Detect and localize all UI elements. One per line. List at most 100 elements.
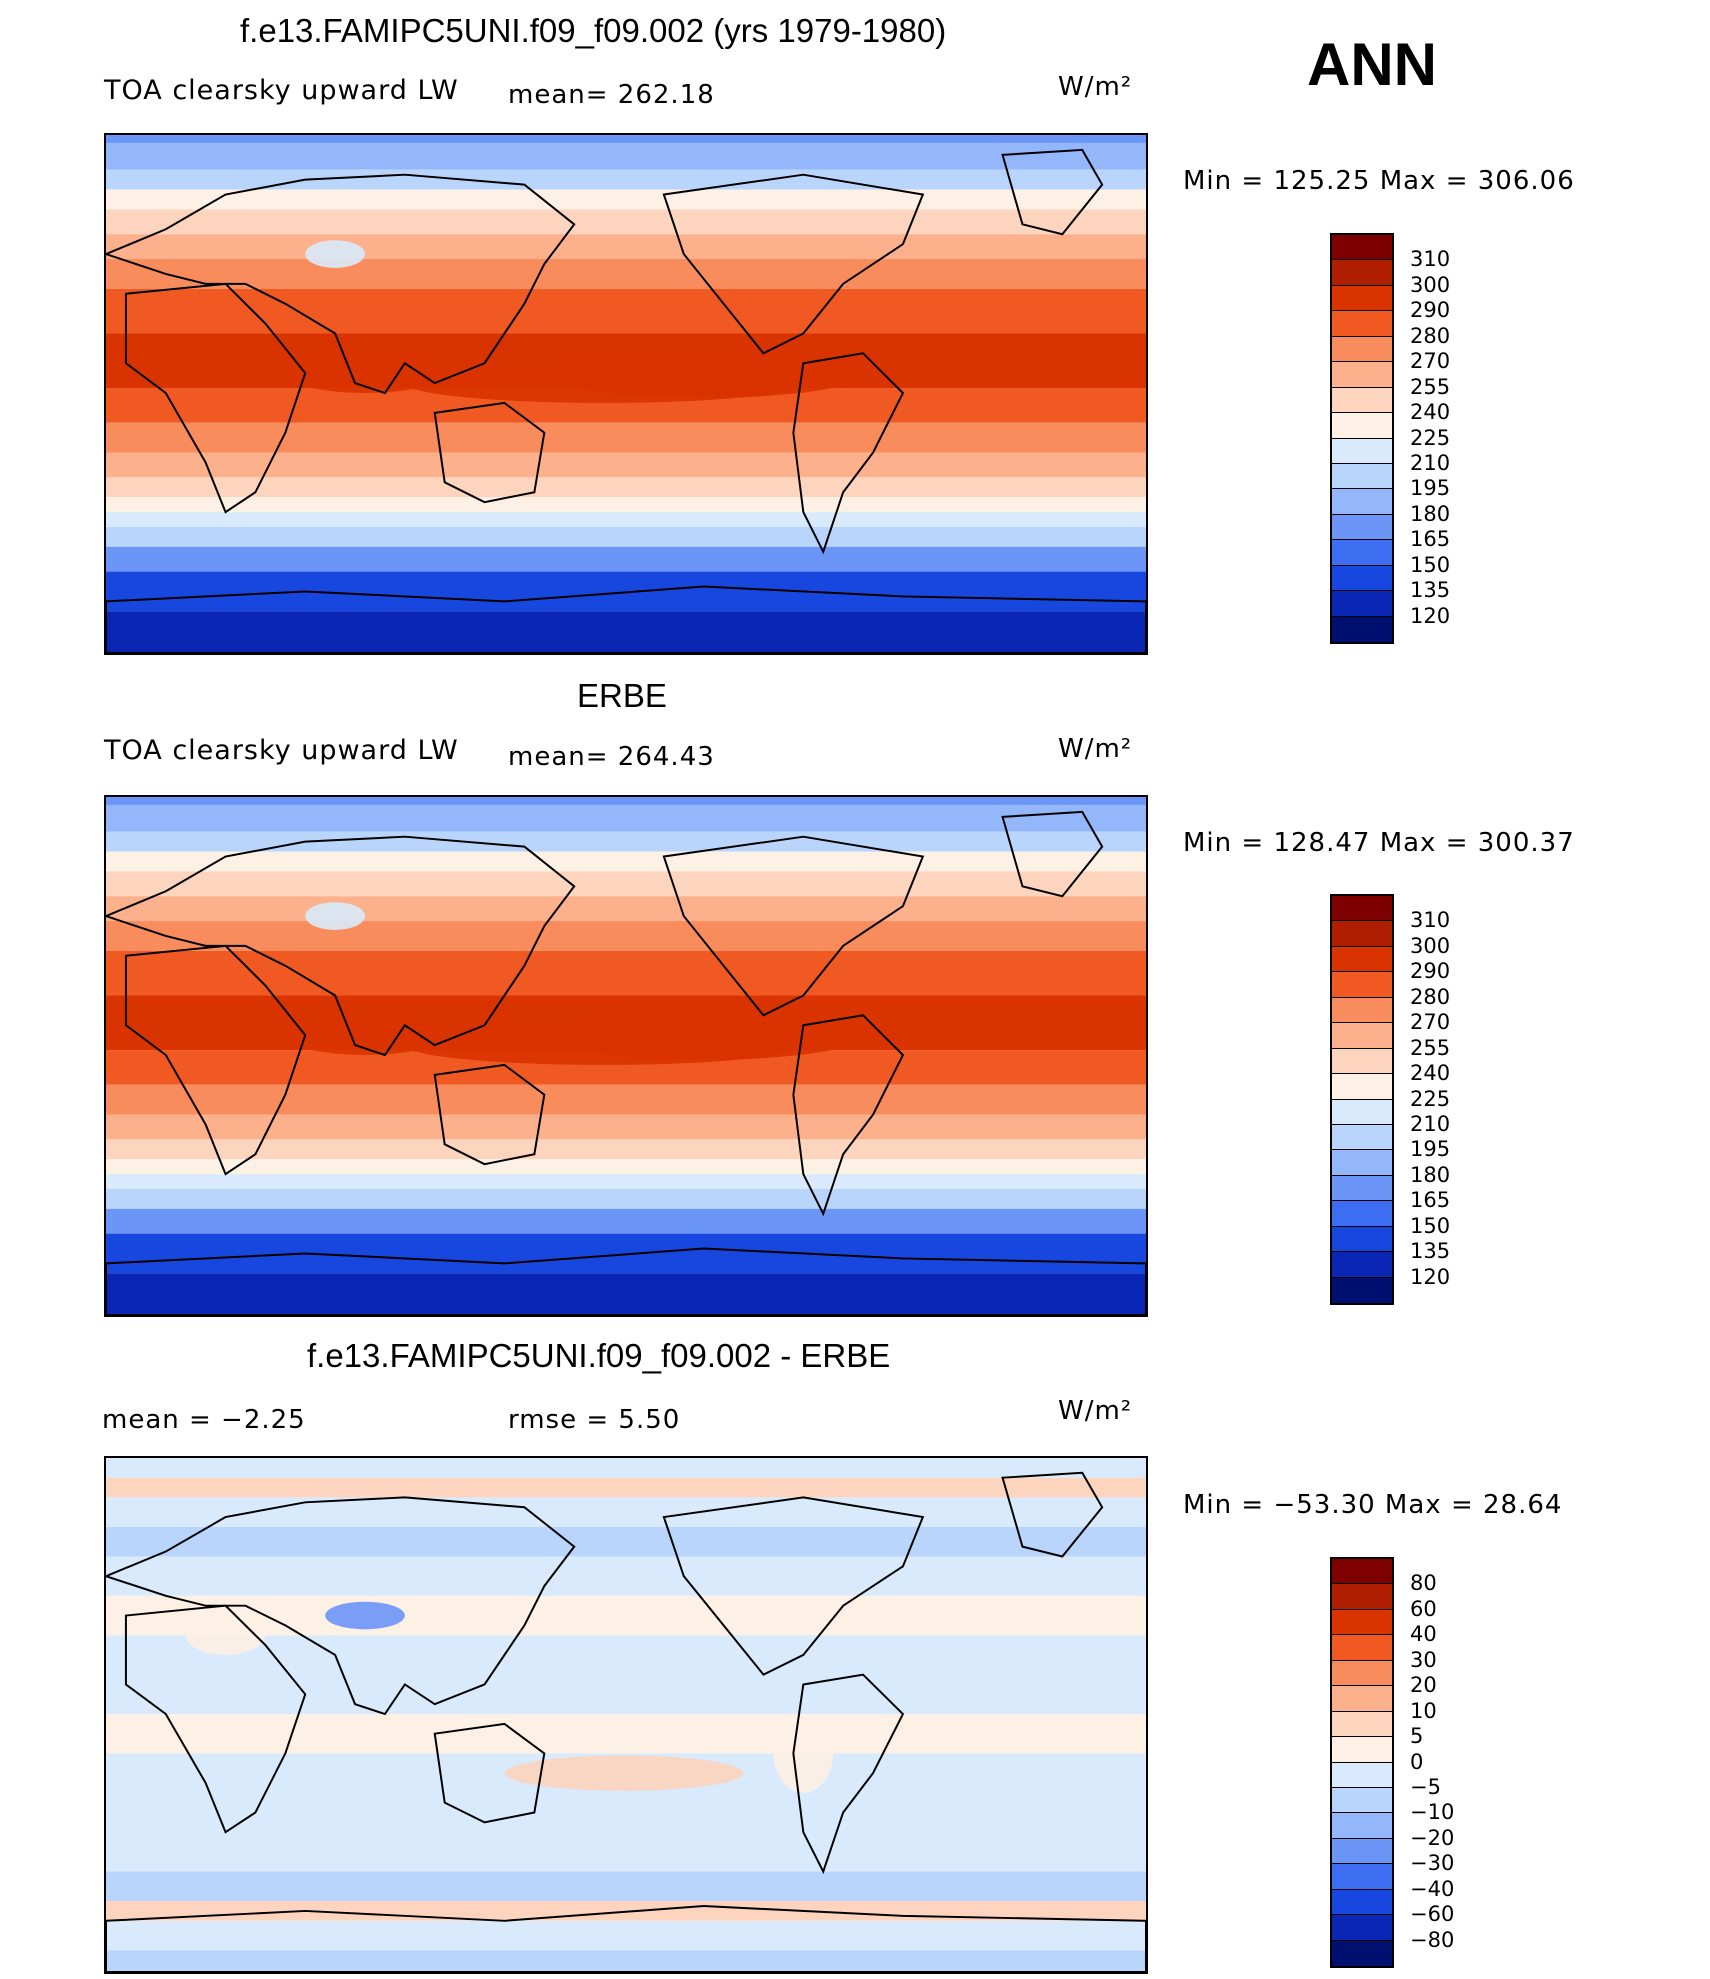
- colorbar-tick-label: 135: [1410, 578, 1451, 603]
- colorbar-swatch: [1332, 311, 1392, 337]
- map-latitude-band: [106, 797, 1146, 805]
- colorbar-swatch: [1332, 1737, 1392, 1763]
- colorbar-tick-label: 10: [1410, 1698, 1437, 1723]
- colorbar-tick-label: 280: [1410, 323, 1451, 348]
- colorbar-tick-label: 240: [1410, 1061, 1451, 1086]
- map-latitude-band: [106, 234, 1146, 260]
- map-latitude-band: [106, 804, 1146, 832]
- colorbar-swatch: [1332, 1813, 1392, 1839]
- map-latitude-band: [106, 921, 1146, 951]
- panel-2-mean-value: 264.43: [617, 742, 715, 772]
- map-latitude-band: [106, 871, 1146, 897]
- coastline: [433, 1722, 546, 1824]
- colorbar-swatch: [1332, 1277, 1392, 1303]
- map-latitude-band: [106, 422, 1146, 453]
- map-anomaly-blob: [404, 363, 804, 403]
- map-latitude-band: [106, 1139, 1146, 1160]
- map-latitude-band: [106, 950, 1146, 996]
- colorbar-tick-label: 290: [1410, 298, 1451, 323]
- panel-1-min-max: Min = 125.25 Max = 306.06: [1183, 166, 1575, 196]
- map-latitude-band: [106, 1595, 1146, 1636]
- colorbar-tick-label: −60: [1410, 1902, 1455, 1927]
- colorbar-swatch: [1332, 1635, 1392, 1661]
- colorbar-tick-label: 270: [1410, 349, 1451, 374]
- map-anomaly-blob: [404, 1025, 804, 1065]
- map-latitude-band: [106, 851, 1146, 872]
- map-latitude-band: [106, 1188, 1146, 1209]
- map-latitude-band: [106, 259, 1146, 289]
- map-latitude-band: [106, 135, 1146, 143]
- colorbar-swatch: [1332, 1864, 1392, 1890]
- coastline: [433, 1063, 546, 1166]
- colorbar-tick-label: −10: [1410, 1800, 1455, 1825]
- coastline: [1001, 148, 1104, 236]
- coastline: [106, 835, 576, 1057]
- map-latitude-band: [106, 611, 1146, 653]
- panel-3-title: f.e13.FAMIPC5UNI.f09_f09.002 - ERBE: [307, 1337, 891, 1374]
- coastline: [106, 1247, 1146, 1315]
- colorbar-swatch: [1332, 1787, 1392, 1814]
- colorbar-swatch: [1332, 565, 1392, 592]
- colorbar-tick-label: 210: [1410, 450, 1451, 475]
- map-latitude-band: [106, 526, 1146, 547]
- map-latitude-band: [106, 189, 1146, 210]
- map-anomaly-blob: [325, 1601, 405, 1630]
- panel-1-colorbar: [1330, 233, 1394, 644]
- panel-2-min-max: Min = 128.47 Max = 300.37: [1183, 828, 1575, 858]
- panel-1-map: [104, 133, 1148, 655]
- coastline: [106, 585, 1146, 653]
- colorbar-tick-label: 20: [1410, 1673, 1437, 1698]
- map-latitude-band: [106, 1114, 1146, 1140]
- map-latitude-band: [106, 1871, 1146, 1902]
- panel-1-mean-label: mean= 262.18: [508, 80, 715, 110]
- colorbar-swatch: [1332, 616, 1392, 642]
- colorbar-tick-label: 195: [1410, 476, 1451, 501]
- colorbar-tick-label: 255: [1410, 374, 1451, 399]
- map-latitude-band: [106, 1920, 1146, 1951]
- coastline: [106, 1905, 1146, 1972]
- map-latitude-band: [106, 546, 1146, 572]
- coastline: [1001, 1471, 1104, 1558]
- map-latitude-band: [106, 1556, 1146, 1596]
- colorbar-tick-label: 80: [1410, 1571, 1437, 1596]
- panel-2-colorbar: [1330, 894, 1394, 1305]
- map-latitude-band: [106, 1635, 1146, 1715]
- colorbar-tick-label: 60: [1410, 1596, 1437, 1621]
- map-latitude-band: [106, 452, 1146, 478]
- panel-3-map: [104, 1456, 1148, 1974]
- colorbar-tick-label: 310: [1410, 908, 1451, 933]
- colorbar-swatch: [1332, 896, 1392, 922]
- panel-1-mean-key: mean=: [508, 80, 609, 110]
- map-anomaly-blob: [773, 1714, 834, 1793]
- colorbar-swatch: [1332, 1226, 1392, 1253]
- colorbar-swatch: [1332, 1889, 1392, 1916]
- colorbar-swatch: [1332, 362, 1392, 388]
- panel-3-min-max: Min = −53.30 Max = 28.64: [1183, 1490, 1563, 1520]
- map-latitude-band: [106, 1714, 1146, 1754]
- panel-2-map: [104, 795, 1148, 1317]
- coastline: [1001, 810, 1104, 898]
- panel-3-colorbar: [1330, 1557, 1394, 1968]
- colorbar-tick-label: 255: [1410, 1035, 1451, 1060]
- colorbar-tick-label: 180: [1410, 501, 1451, 526]
- colorbar-swatch: [1332, 514, 1392, 541]
- map-anomaly-blob: [305, 902, 366, 930]
- coastline: [662, 835, 925, 1017]
- colorbar-swatch: [1332, 1023, 1392, 1049]
- colorbar-swatch: [1332, 1074, 1392, 1100]
- panel-3-rmse: rmse = 5.50: [508, 1405, 681, 1435]
- colorbar-swatch: [1332, 1150, 1392, 1176]
- colorbar-tick-label: −40: [1410, 1876, 1455, 1901]
- colorbar-tick-label: 5: [1410, 1724, 1424, 1749]
- colorbar-swatch: [1332, 1711, 1392, 1738]
- map-latitude-band: [106, 477, 1146, 498]
- panel-2-title: ERBE: [577, 677, 667, 714]
- panel-1-variable: TOA clearsky upward LW: [104, 75, 459, 106]
- colorbar-swatch: [1332, 1915, 1392, 1941]
- colorbar-tick-label: −80: [1410, 1927, 1455, 1952]
- coastline: [792, 1014, 905, 1217]
- coastline: [124, 944, 307, 1176]
- colorbar-swatch: [1332, 997, 1392, 1024]
- map-latitude-band: [106, 1208, 1146, 1234]
- colorbar-tick-label: 120: [1410, 603, 1451, 628]
